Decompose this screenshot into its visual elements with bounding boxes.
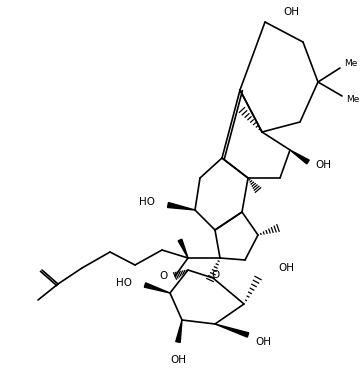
Text: Me: Me: [344, 59, 358, 68]
Text: OH: OH: [170, 355, 186, 365]
Polygon shape: [144, 283, 170, 293]
Text: OH: OH: [278, 263, 294, 273]
Text: HO: HO: [139, 197, 155, 207]
Text: OH: OH: [315, 160, 331, 170]
Text: OH: OH: [283, 7, 299, 17]
Polygon shape: [176, 320, 182, 342]
Polygon shape: [178, 239, 188, 258]
Text: O: O: [159, 271, 167, 281]
Polygon shape: [215, 324, 249, 337]
Polygon shape: [290, 150, 309, 164]
Text: O: O: [212, 270, 220, 280]
Text: HO: HO: [116, 278, 132, 288]
Text: Me: Me: [346, 95, 359, 103]
Text: OH: OH: [255, 337, 271, 347]
Polygon shape: [168, 203, 195, 210]
